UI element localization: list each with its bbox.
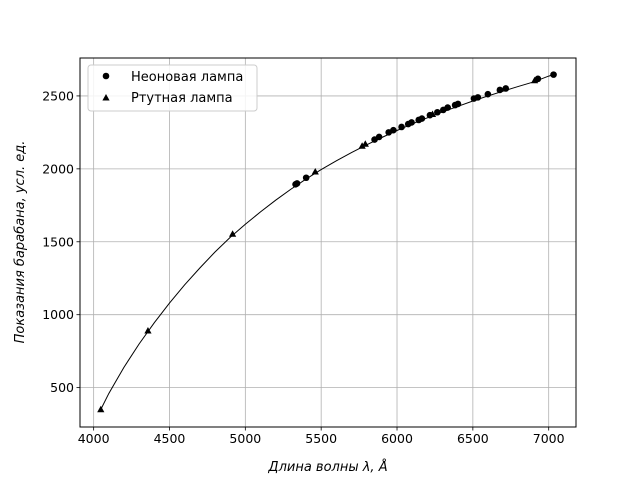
x-tick-label: 7000 bbox=[533, 431, 565, 446]
mercury-lamp-point bbox=[228, 230, 237, 237]
grid bbox=[80, 58, 576, 427]
neon-lamp-point bbox=[398, 123, 405, 131]
neon-lamp-point bbox=[444, 104, 451, 111]
legend-box bbox=[87, 64, 258, 112]
neon-lamp-point bbox=[302, 174, 310, 182]
mercury-lamp-point bbox=[530, 76, 539, 84]
neon-lamp-point bbox=[484, 90, 492, 98]
neon-lamp-point bbox=[502, 85, 510, 92]
neon-lamp-point bbox=[418, 115, 426, 122]
legend-triangle-marker bbox=[102, 94, 110, 101]
y-axis-ticks: 500 1000 1500 2000 2500 bbox=[42, 88, 80, 395]
data-markers bbox=[97, 71, 557, 413]
mercury-lamp-point bbox=[144, 326, 152, 334]
legend-label-mercury: Ртутная лампа bbox=[131, 91, 233, 106]
y-tick-label: 1500 bbox=[42, 234, 74, 249]
legend-circle-marker bbox=[102, 72, 110, 80]
legend: Неоновая лампа Ртутная лампа bbox=[87, 64, 258, 112]
x-axis-ticks: 4000 4500 5000 5500 6000 6500 7000 bbox=[78, 427, 565, 446]
mercury-lamp-point bbox=[97, 405, 105, 413]
fit-curve bbox=[100, 74, 554, 410]
fit-curve-layer bbox=[100, 74, 554, 410]
x-tick-label: 5000 bbox=[229, 431, 261, 446]
y-tick-label: 2000 bbox=[42, 161, 74, 176]
x-tick-label: 4000 bbox=[78, 431, 110, 446]
mercury-lamp-point bbox=[361, 140, 369, 147]
neon-lamp-point bbox=[390, 126, 397, 134]
x-tick-label: 6000 bbox=[381, 431, 413, 446]
mercury-lamp-point bbox=[358, 142, 366, 149]
neon-lamp-point bbox=[474, 94, 482, 101]
mercury-lamp-point bbox=[428, 110, 437, 117]
x-axis-label: Длина волны λ, Å bbox=[267, 459, 387, 475]
neon-lamp-point bbox=[408, 119, 415, 126]
y-tick-label: 2500 bbox=[42, 88, 74, 103]
neon-lamp-point bbox=[434, 108, 441, 116]
x-tick-label: 5500 bbox=[305, 431, 337, 446]
legend-label-neon: Неоновая лампа bbox=[131, 70, 243, 85]
x-tick-label: 6500 bbox=[457, 431, 489, 446]
y-axis-label: Показания барабана, усл. ед. bbox=[13, 141, 28, 344]
neon-lamp-point bbox=[293, 180, 301, 187]
neon-lamp-point bbox=[375, 133, 383, 141]
plot-frame bbox=[79, 57, 577, 428]
neon-lamp-point bbox=[454, 100, 462, 108]
neon-lamp-point bbox=[496, 86, 504, 94]
y-tick-label: 500 bbox=[50, 380, 74, 395]
neon-lamp-point bbox=[550, 71, 557, 78]
mercury-lamp-point bbox=[311, 167, 319, 175]
x-tick-label: 4500 bbox=[154, 431, 186, 446]
y-tick-label: 1000 bbox=[42, 307, 74, 322]
